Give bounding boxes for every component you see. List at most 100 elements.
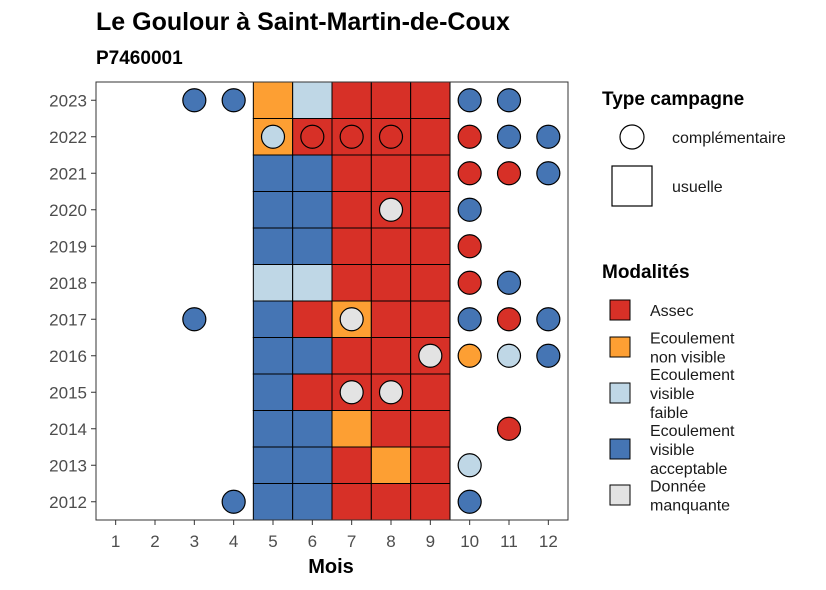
y-tick-label: 2012 bbox=[49, 493, 87, 512]
y-tick-label: 2018 bbox=[49, 274, 87, 293]
x-tick-label: 2 bbox=[150, 532, 159, 551]
tile-2018-8 bbox=[370, 264, 412, 302]
legend-type-label: complémentaire bbox=[672, 130, 786, 147]
legend-swatch-ecoulement_non_visible bbox=[609, 336, 631, 358]
x-tick-label: 7 bbox=[347, 532, 356, 551]
point-2017-10 bbox=[457, 307, 482, 332]
y-tick-label: 2017 bbox=[49, 310, 87, 329]
legend-label-ecoulement_visible_acceptable: Ecoulement visible acceptable bbox=[650, 423, 735, 478]
tile-2017-9 bbox=[410, 300, 451, 338]
point-2023-11 bbox=[496, 88, 522, 113]
y-tick-label: 2014 bbox=[49, 420, 87, 439]
tile-2015-6 bbox=[292, 373, 333, 411]
tile-2020-6 bbox=[292, 191, 333, 229]
point-2017-3 bbox=[182, 307, 207, 332]
tile-2023-7 bbox=[331, 81, 372, 119]
tile-2019-6 bbox=[292, 227, 333, 265]
point-2021-10 bbox=[457, 161, 482, 186]
tile-2020-9 bbox=[410, 191, 451, 229]
tile-2021-9 bbox=[410, 154, 451, 192]
legend-type-campagne: Type campagne complémentaire usuelle bbox=[602, 89, 786, 207]
tile-2023-6 bbox=[292, 81, 333, 119]
point-2023-3 bbox=[182, 88, 207, 113]
point-2015-7 bbox=[339, 380, 364, 405]
x-axis: 1 2 3 4 5 6 7 8 9 10 11 12 bbox=[111, 520, 558, 551]
panel-border bbox=[95, 81, 569, 521]
tile-2015-9 bbox=[410, 373, 451, 411]
tile-2023-5 bbox=[252, 81, 294, 119]
legend-label-ecoulement_non_visible: Ecoulement non visible bbox=[650, 331, 735, 367]
tile-2021-7 bbox=[331, 154, 372, 192]
tile-2023-8 bbox=[370, 81, 412, 119]
tile-2017-5 bbox=[252, 300, 294, 338]
tile-2017-6 bbox=[292, 300, 333, 338]
point-2020-8 bbox=[378, 197, 404, 222]
legend-label-donnee_manquante: Donnée manquante bbox=[650, 479, 730, 515]
tile-2014-8 bbox=[370, 410, 412, 448]
plot-area bbox=[95, 81, 569, 521]
tile-2018-9 bbox=[410, 264, 451, 302]
tile-2016-7 bbox=[331, 337, 372, 375]
tile-2016-8 bbox=[370, 337, 412, 375]
chart-subtitle: P7460001 bbox=[96, 48, 183, 69]
tile-2021-8 bbox=[370, 154, 412, 192]
tile-2015-7 bbox=[331, 373, 372, 411]
x-tick-label: 4 bbox=[229, 532, 238, 551]
point-2015-8 bbox=[378, 380, 404, 405]
point-2022-10 bbox=[457, 124, 482, 149]
tile-2019-8 bbox=[370, 227, 412, 265]
point-2012-10 bbox=[457, 489, 482, 514]
tile-2021-6 bbox=[292, 154, 333, 192]
point-2020-10 bbox=[457, 197, 482, 222]
tile-2019-5 bbox=[252, 227, 294, 265]
tile-2014-9 bbox=[410, 410, 451, 448]
tile-2012-8 bbox=[370, 483, 412, 521]
x-tick-label: 3 bbox=[190, 532, 199, 551]
y-tick-label: 2013 bbox=[49, 456, 87, 475]
y-tick-label: 2023 bbox=[49, 91, 87, 110]
point-2023-4 bbox=[221, 88, 246, 113]
x-tick-label: 12 bbox=[539, 532, 558, 551]
tile-2014-7 bbox=[331, 410, 372, 448]
legend-label-ecoulement_visible_faible: Ecoulement visible faible bbox=[650, 367, 735, 422]
tile-2012-5 bbox=[252, 483, 294, 521]
point-2018-11 bbox=[496, 270, 522, 295]
point-2016-11 bbox=[496, 343, 522, 368]
legend-square-symbol bbox=[611, 165, 653, 207]
point-2017-7 bbox=[339, 307, 364, 332]
tile-2021-5 bbox=[252, 154, 294, 192]
point-2012-4 bbox=[221, 489, 246, 514]
point-2013-10 bbox=[457, 453, 482, 478]
x-tick-label: 9 bbox=[426, 532, 435, 551]
tile-2020-5 bbox=[252, 191, 294, 229]
legend-swatch-ecoulement_visible_faible bbox=[609, 382, 631, 404]
point-2021-12 bbox=[536, 161, 561, 186]
tile-2013-6 bbox=[292, 446, 333, 484]
point-2022-7 bbox=[339, 124, 364, 149]
legend-modalites-title: Modalités bbox=[602, 262, 690, 283]
legend-swatch-donnee_manquante bbox=[609, 484, 631, 506]
y-axis: 2012 2013 2014 2015 2016 2017 2018 2019 2020 2021… bbox=[49, 91, 96, 512]
tile-2013-5 bbox=[252, 446, 294, 484]
point-2022-6 bbox=[300, 124, 325, 149]
y-tick-label: 2016 bbox=[49, 347, 87, 366]
point-2019-10 bbox=[457, 234, 482, 259]
x-tick-label: 10 bbox=[460, 532, 479, 551]
tile-2013-7 bbox=[331, 446, 372, 484]
tile-2013-8 bbox=[370, 446, 412, 484]
legend-label-assec: Assec bbox=[650, 303, 694, 320]
legend-circle-symbol bbox=[619, 124, 645, 150]
point-2022-11 bbox=[496, 124, 522, 149]
point-2016-9 bbox=[418, 343, 443, 368]
tile-2023-9 bbox=[410, 81, 451, 119]
tile-2013-9 bbox=[410, 446, 451, 484]
tile-2020-7 bbox=[331, 191, 372, 229]
tile-2019-7 bbox=[331, 227, 372, 265]
tile-2018-5 bbox=[252, 264, 294, 302]
tile-2012-6 bbox=[292, 483, 333, 521]
x-tick-label: 6 bbox=[308, 532, 317, 551]
x-tick-label: 5 bbox=[268, 532, 277, 551]
y-tick-label: 2015 bbox=[49, 383, 87, 402]
legend-swatch-ecoulement_visible_acceptable bbox=[609, 438, 631, 460]
point-2017-12 bbox=[536, 307, 561, 332]
